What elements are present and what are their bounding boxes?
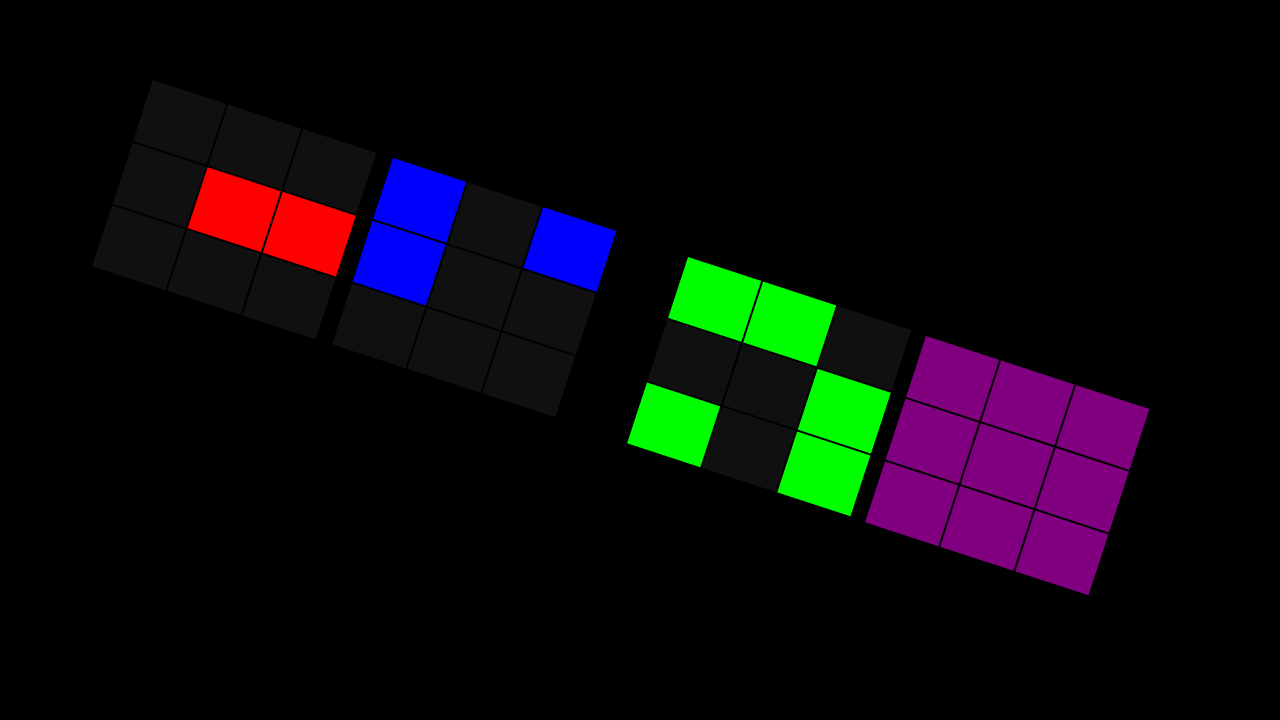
grid-red (92, 80, 377, 340)
grid-blue (332, 158, 617, 418)
grid-green (627, 257, 912, 517)
grid-purple (865, 336, 1150, 596)
